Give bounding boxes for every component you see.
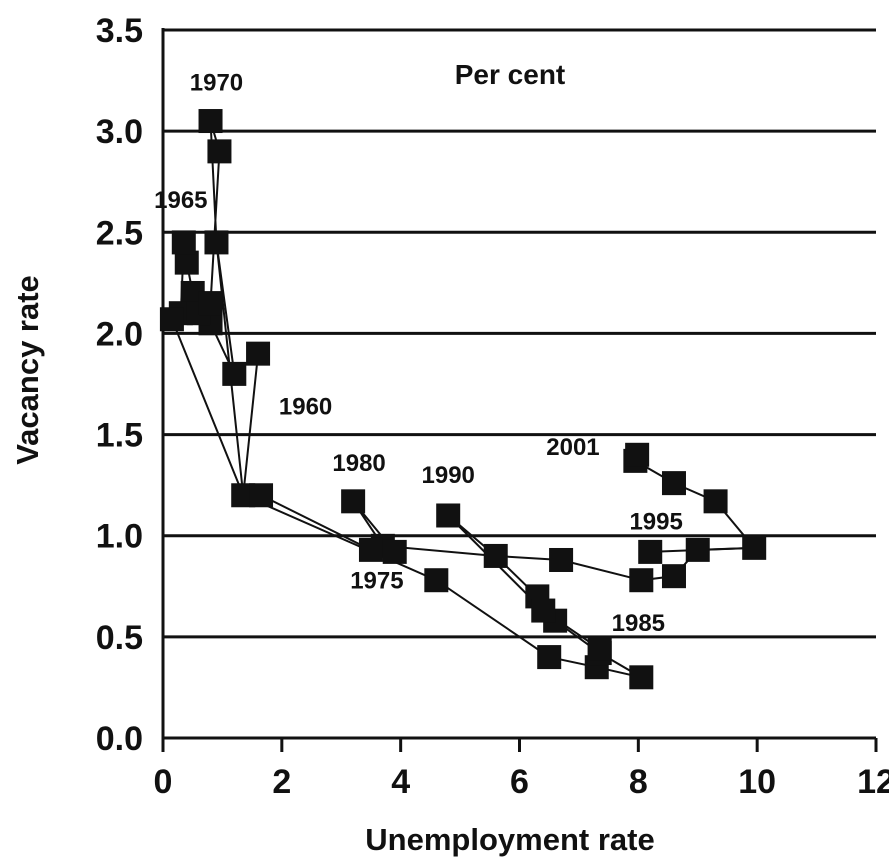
x-tick-label: 6 bbox=[510, 763, 529, 801]
data-point-marker bbox=[531, 598, 556, 623]
data-point-marker bbox=[159, 307, 184, 332]
y-tick-label: 0.5 bbox=[96, 619, 143, 657]
y-tick-label: 1.0 bbox=[96, 518, 143, 556]
data-point-marker bbox=[207, 139, 232, 164]
x-tick-label: 0 bbox=[154, 763, 173, 801]
y-tick-label: 1.5 bbox=[96, 417, 143, 455]
y-tick-label: 0.0 bbox=[96, 720, 143, 758]
data-point-marker bbox=[661, 471, 686, 496]
data-point-marker bbox=[483, 543, 508, 568]
year-annotation: 1970 bbox=[190, 70, 243, 97]
axes bbox=[161, 28, 878, 752]
x-tick-label: 4 bbox=[391, 763, 410, 801]
data-point-marker bbox=[382, 539, 407, 564]
data-point-marker bbox=[174, 250, 199, 275]
y-tick-label: 2.5 bbox=[96, 214, 143, 252]
year-annotation: 1960 bbox=[279, 393, 332, 420]
data-point-marker bbox=[661, 564, 686, 589]
year-annotations: 1970 1965 1960 1980 1975 1990 2001 1995 1985 bbox=[154, 70, 683, 637]
data-point-marker bbox=[625, 442, 650, 467]
x-tick-labels: 0 2 4 6 8 10 12 bbox=[154, 763, 889, 801]
y-tick-label: 3.5 bbox=[96, 12, 143, 50]
year-annotation: 1975 bbox=[350, 567, 403, 594]
y-tick-label: 3.0 bbox=[96, 113, 143, 151]
data-point-marker bbox=[249, 483, 274, 508]
x-tick-label: 10 bbox=[738, 763, 776, 801]
data-point-marker bbox=[222, 361, 247, 386]
series-markers bbox=[159, 109, 767, 690]
x-axis-title: Unemployment rate bbox=[365, 822, 654, 857]
year-annotation: 1985 bbox=[612, 610, 665, 637]
data-point-marker bbox=[638, 539, 663, 564]
data-point-marker bbox=[537, 645, 562, 670]
year-annotation: 1995 bbox=[629, 509, 682, 536]
data-point-marker bbox=[742, 535, 767, 560]
x-tick-label: 12 bbox=[857, 763, 889, 801]
data-point-marker bbox=[587, 636, 612, 661]
data-point-marker bbox=[685, 537, 710, 562]
data-point-marker bbox=[629, 665, 654, 690]
data-point-marker bbox=[341, 489, 366, 514]
data-point-marker bbox=[198, 109, 223, 134]
data-point-marker bbox=[549, 547, 574, 572]
y-tick-label: 2.0 bbox=[96, 315, 143, 353]
y-tick-labels: 0.0 0.5 1.0 1.5 2.0 2.5 3.0 3.5 bbox=[96, 12, 143, 758]
data-point-marker bbox=[703, 489, 728, 514]
year-annotation: 1965 bbox=[154, 187, 207, 214]
data-point-marker bbox=[358, 537, 383, 562]
year-annotation: 2001 bbox=[546, 434, 599, 461]
data-point-marker bbox=[204, 230, 229, 255]
data-point-marker bbox=[171, 230, 196, 255]
series-lines bbox=[170, 120, 757, 679]
x-tick-label: 2 bbox=[272, 763, 291, 801]
gridlines bbox=[163, 28, 876, 740]
data-point-marker bbox=[629, 568, 654, 593]
year-annotation: 1980 bbox=[332, 450, 385, 477]
data-point-marker bbox=[246, 341, 271, 366]
data-point-marker bbox=[424, 568, 449, 593]
data-point-marker bbox=[436, 503, 461, 528]
data-point-marker bbox=[198, 291, 223, 316]
panel-title: Per cent bbox=[455, 59, 566, 90]
y-axis-title: Vacancy rate bbox=[10, 275, 45, 465]
x-tick-label: 8 bbox=[629, 763, 648, 801]
year-annotation: 1990 bbox=[422, 462, 475, 489]
